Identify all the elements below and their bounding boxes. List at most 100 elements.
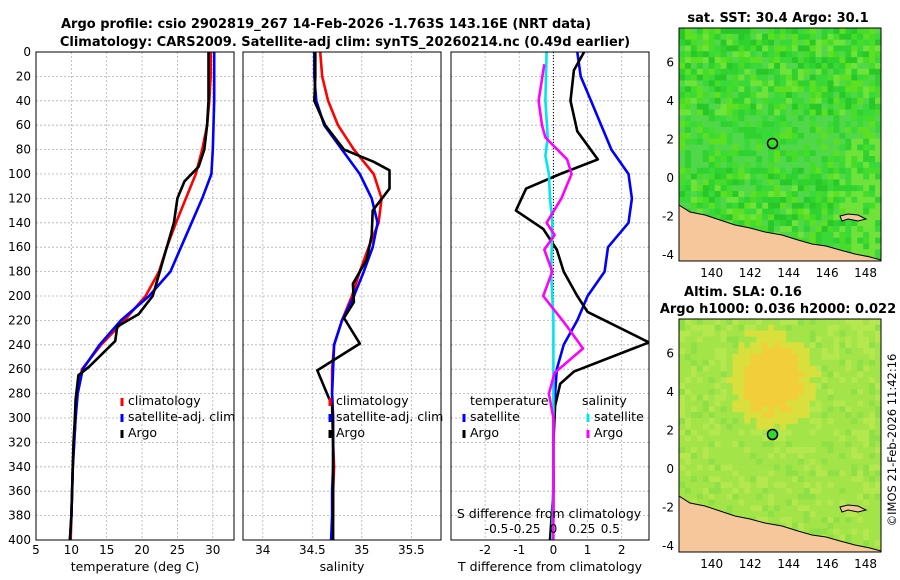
map-cell bbox=[833, 319, 840, 326]
map-cell bbox=[714, 464, 721, 471]
map-cell bbox=[750, 150, 757, 157]
map-cell bbox=[839, 383, 846, 390]
difference-legend: temperature satellite Argo salinity sate… bbox=[462, 393, 644, 440]
map-cell bbox=[869, 452, 876, 460]
legend-climatology-label: climatology bbox=[128, 393, 201, 408]
map-cell bbox=[845, 62, 852, 70]
map-cell bbox=[851, 348, 858, 355]
map-cell bbox=[863, 511, 870, 518]
map-cell bbox=[702, 179, 710, 186]
map-cell bbox=[738, 452, 745, 460]
map-cell bbox=[780, 208, 787, 215]
map-cell bbox=[827, 499, 834, 506]
map-cell bbox=[702, 121, 710, 128]
map-cell bbox=[875, 377, 881, 384]
map-cell bbox=[833, 45, 840, 52]
map-cell bbox=[857, 39, 864, 46]
map-cell bbox=[809, 45, 817, 52]
map-cell bbox=[803, 511, 811, 518]
map-cell bbox=[833, 435, 840, 442]
map-cell bbox=[684, 202, 692, 209]
map-cell bbox=[821, 319, 828, 326]
map-cell bbox=[863, 144, 870, 151]
map-cell bbox=[875, 447, 881, 454]
map-cell bbox=[720, 109, 727, 116]
sla-map-frame bbox=[678, 318, 882, 553]
map-cell bbox=[684, 173, 692, 180]
map-cell bbox=[791, 388, 799, 396]
map-cell bbox=[821, 458, 828, 466]
map-cell bbox=[791, 109, 799, 116]
map-cell bbox=[869, 57, 876, 64]
map-cell bbox=[875, 92, 881, 99]
map-cell bbox=[833, 330, 840, 337]
map-cell bbox=[875, 51, 881, 58]
map-cell bbox=[714, 109, 721, 116]
map-cell bbox=[756, 39, 763, 46]
map-cell bbox=[851, 383, 858, 390]
map-cell bbox=[827, 103, 834, 110]
map-cell bbox=[845, 156, 852, 163]
map-cell bbox=[750, 92, 757, 99]
map-cell bbox=[738, 28, 745, 35]
map-cell bbox=[714, 435, 721, 442]
map-cell bbox=[774, 86, 781, 93]
map-cell bbox=[726, 109, 733, 116]
map-cell bbox=[738, 435, 745, 442]
map-cell bbox=[815, 45, 822, 52]
map-cell bbox=[690, 86, 698, 93]
map-cell bbox=[815, 452, 822, 460]
map-cell bbox=[756, 68, 763, 76]
map-cell bbox=[851, 371, 858, 378]
map-cell bbox=[791, 144, 799, 151]
map-cell bbox=[815, 185, 822, 192]
map-cell bbox=[720, 377, 727, 384]
map-cell bbox=[821, 336, 828, 343]
map-cell bbox=[780, 342, 787, 349]
map-cell bbox=[791, 226, 799, 233]
map-cell bbox=[762, 336, 769, 343]
map-cell bbox=[714, 330, 721, 337]
map-cell bbox=[857, 319, 864, 326]
map-cell bbox=[803, 418, 811, 425]
map-cell bbox=[833, 447, 840, 454]
map-cell bbox=[863, 423, 870, 431]
lat-tick-label: -2 bbox=[662, 210, 674, 224]
map-cell bbox=[702, 109, 710, 116]
map-cell bbox=[714, 476, 721, 483]
map-cell bbox=[851, 435, 858, 442]
map-cell bbox=[714, 80, 721, 87]
map-cell bbox=[869, 423, 876, 431]
map-cell bbox=[756, 156, 763, 163]
map-cell bbox=[750, 482, 757, 489]
map-cell bbox=[869, 441, 876, 448]
map-cell bbox=[785, 371, 793, 378]
map-cell bbox=[839, 423, 846, 431]
map-cell bbox=[827, 191, 834, 198]
map-cell bbox=[750, 103, 757, 110]
map-cell bbox=[875, 400, 881, 407]
map-cell bbox=[679, 51, 686, 58]
map-cell bbox=[803, 57, 811, 64]
map-cell bbox=[679, 371, 686, 378]
map-cell bbox=[809, 161, 817, 169]
map-cell bbox=[833, 161, 840, 169]
map-cell bbox=[780, 138, 787, 145]
map-cell bbox=[696, 423, 704, 431]
map-cell bbox=[679, 423, 686, 431]
map-cell bbox=[827, 237, 834, 244]
map-cell bbox=[821, 127, 828, 134]
map-cell bbox=[821, 196, 828, 204]
map-cell bbox=[839, 429, 846, 436]
map-cell bbox=[827, 487, 834, 495]
map-cell bbox=[774, 74, 781, 81]
map-cell bbox=[756, 28, 763, 35]
map-cell bbox=[821, 487, 828, 495]
map-cell bbox=[803, 45, 811, 52]
map-cell bbox=[809, 470, 817, 477]
map-cell bbox=[839, 173, 846, 180]
map-cell bbox=[809, 441, 817, 448]
map-cell bbox=[684, 493, 692, 500]
map-cell bbox=[863, 196, 870, 204]
map-cell bbox=[774, 51, 781, 58]
